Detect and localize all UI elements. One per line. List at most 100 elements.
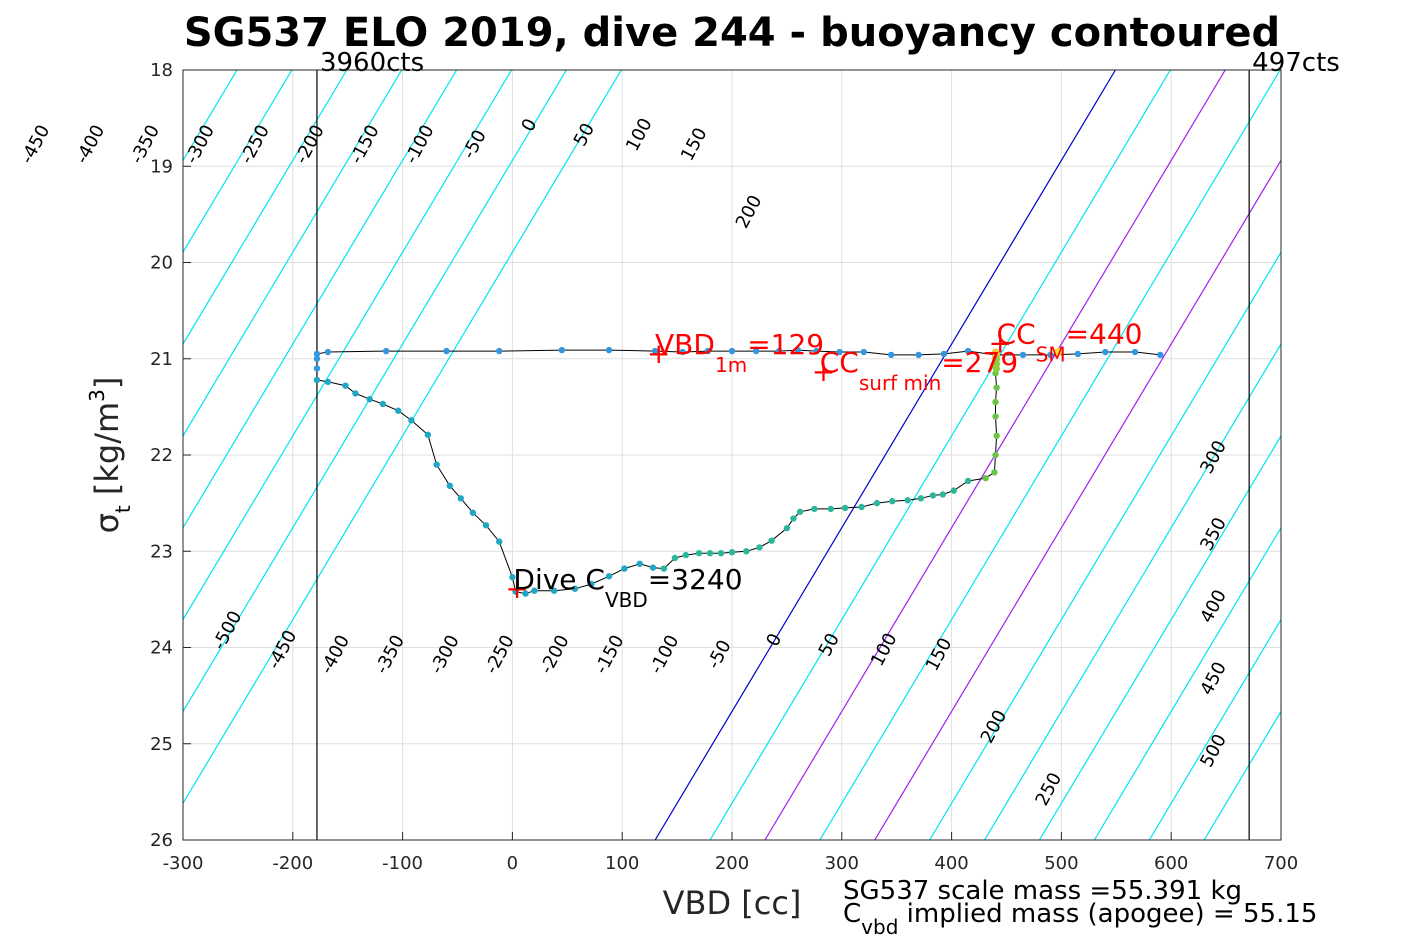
series-point bbox=[790, 515, 797, 522]
series-point bbox=[382, 347, 390, 355]
series-point bbox=[1074, 350, 1082, 358]
x-tick-label: -200 bbox=[272, 853, 313, 874]
series-point bbox=[858, 503, 865, 511]
series-point bbox=[993, 432, 1000, 439]
series-point bbox=[982, 474, 989, 482]
series-point bbox=[783, 524, 791, 532]
series-point bbox=[395, 407, 402, 414]
series-point bbox=[651, 347, 659, 355]
series-point bbox=[313, 350, 321, 358]
contour-line bbox=[183, 70, 403, 438]
series-point bbox=[704, 347, 712, 355]
contour-line bbox=[183, 70, 513, 621]
series-point bbox=[496, 347, 503, 355]
series-point bbox=[649, 564, 657, 571]
series-point bbox=[636, 560, 643, 567]
contour-line bbox=[984, 342, 1281, 840]
series-point bbox=[992, 398, 999, 406]
x-axis-ticks: -300 -200 -100 0 100 200 300 400 500 600 700 bbox=[163, 832, 1298, 874]
series-point bbox=[679, 348, 686, 356]
series-point bbox=[408, 417, 415, 424]
x-tick-label: 200 bbox=[715, 853, 749, 874]
series-point bbox=[950, 487, 957, 494]
y-tick-label: 23 bbox=[150, 541, 173, 562]
series-point bbox=[993, 365, 1001, 373]
reference-line-label: 3960cts bbox=[320, 48, 424, 78]
series-point bbox=[940, 350, 948, 358]
series-point bbox=[796, 508, 804, 515]
series-point bbox=[1054, 348, 1063, 357]
chart-title: SG537 ELO 2019, dive 244 - buoyancy cont… bbox=[184, 10, 1280, 56]
series-point bbox=[509, 574, 516, 581]
annotation-marker: + bbox=[505, 572, 528, 605]
footer-implied-mass: Cvbd implied mass (apogee) = 55.15 bbox=[843, 899, 1317, 939]
series-point bbox=[682, 551, 690, 559]
series-point bbox=[776, 347, 783, 355]
contour-label-top: -400 bbox=[71, 121, 109, 167]
series-point bbox=[888, 351, 895, 359]
series-point bbox=[366, 395, 373, 403]
reference-lines: 3960cts 497cts bbox=[316, 48, 1340, 840]
annotation-label: CCSM=440 bbox=[997, 317, 1143, 366]
contour-line bbox=[709, 70, 1171, 840]
series-point bbox=[605, 573, 613, 580]
y-tick-label: 22 bbox=[150, 445, 173, 466]
series-point bbox=[929, 492, 937, 499]
series-point bbox=[695, 549, 703, 557]
series-point bbox=[443, 347, 450, 355]
y-tick-label: 21 bbox=[150, 349, 173, 370]
y-tick-label: 24 bbox=[150, 638, 173, 659]
series-point bbox=[424, 431, 432, 438]
series-point bbox=[768, 537, 775, 544]
series-point bbox=[446, 482, 454, 489]
contour-line bbox=[1038, 434, 1281, 840]
series-point bbox=[550, 587, 558, 594]
series-point bbox=[836, 348, 843, 356]
contour-line bbox=[874, 159, 1281, 840]
series-point bbox=[939, 491, 947, 498]
series-point bbox=[794, 346, 802, 354]
series-point bbox=[873, 499, 881, 507]
y-axis-ticks: 18 19 20 21 22 23 24 25 26 bbox=[150, 60, 191, 851]
series-point bbox=[313, 365, 321, 372]
series-point bbox=[991, 469, 998, 476]
contour-label-top: -450 bbox=[17, 121, 55, 167]
series-point bbox=[752, 347, 760, 355]
series-point bbox=[496, 538, 503, 545]
x-tick-label: 300 bbox=[825, 853, 859, 874]
contour-line bbox=[183, 70, 458, 529]
series-point bbox=[671, 554, 679, 562]
series-point bbox=[512, 588, 519, 595]
series-point bbox=[558, 346, 566, 354]
series-point bbox=[706, 549, 714, 557]
series-point bbox=[743, 548, 750, 555]
series-point bbox=[342, 382, 349, 389]
series-point bbox=[993, 384, 1000, 391]
y-tick-label: 18 bbox=[150, 60, 173, 81]
series-point bbox=[992, 451, 999, 459]
y-tick-label: 26 bbox=[150, 830, 173, 851]
series-point bbox=[904, 497, 911, 504]
annotation-marker: + bbox=[812, 355, 835, 388]
series-point bbox=[841, 504, 849, 512]
annotation-marker: + bbox=[647, 337, 670, 370]
y-tick-label: 25 bbox=[150, 734, 173, 755]
y-axis-label: σt [kg/m3] bbox=[85, 377, 135, 534]
footer-scale-mass: SG537 scale mass =55.391 kg bbox=[843, 876, 1242, 906]
series-point bbox=[433, 461, 440, 468]
series-point bbox=[379, 400, 387, 408]
x-axis-label: VBD [cc] bbox=[663, 884, 802, 922]
reference-line-label: 497cts bbox=[1252, 48, 1340, 78]
y-tick-label: 20 bbox=[150, 253, 173, 274]
series-point bbox=[1131, 348, 1139, 356]
series-point bbox=[915, 351, 922, 359]
annotations: +VBD1m=129+CCsurf min=279+CCSM=440+Dive … bbox=[505, 317, 1142, 611]
series-point bbox=[571, 585, 579, 592]
contour-line bbox=[183, 70, 293, 254]
series-point bbox=[1019, 351, 1027, 359]
annotation-label: CCsurf min=279 bbox=[820, 346, 1018, 395]
annotation-marker: + bbox=[989, 326, 1012, 359]
series-point bbox=[813, 347, 820, 355]
series-point bbox=[482, 522, 490, 529]
